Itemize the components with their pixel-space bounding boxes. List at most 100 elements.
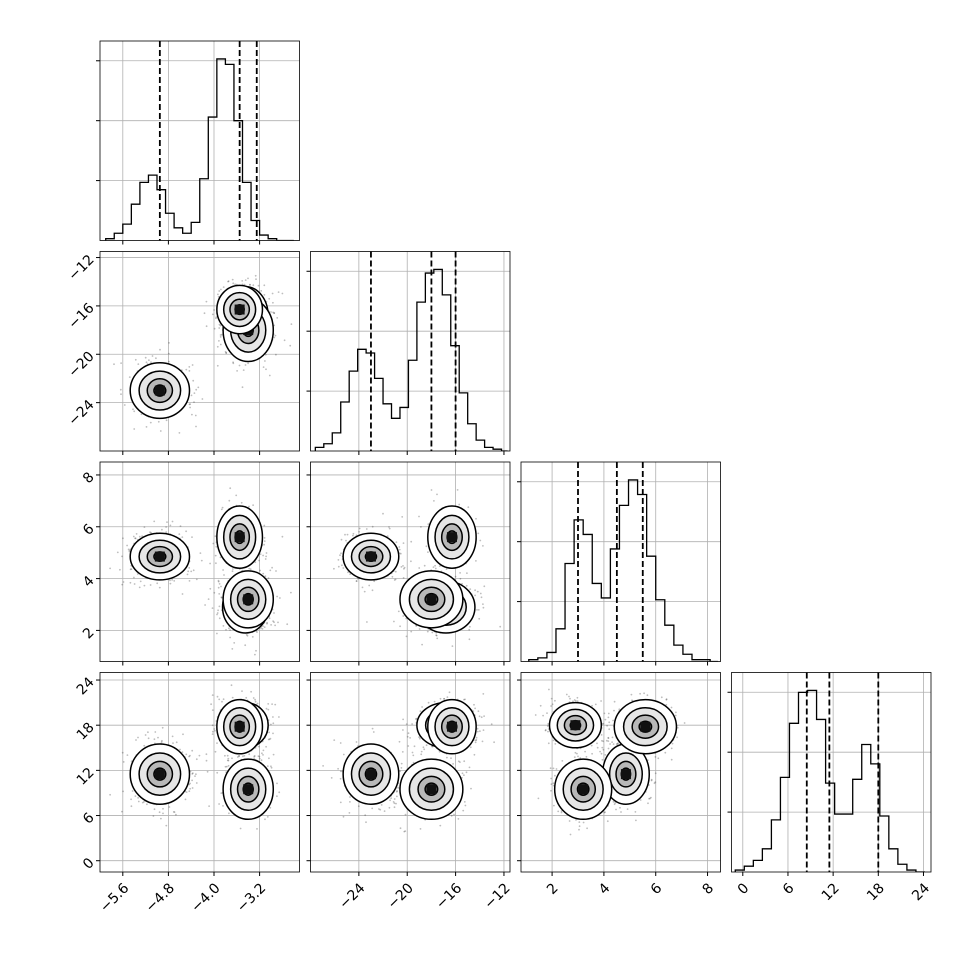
scatter-point <box>147 731 149 734</box>
scatter-point <box>263 540 266 542</box>
scatter-point <box>120 362 122 364</box>
scatter-point <box>195 388 198 391</box>
x-tick-label: −5.6 <box>97 880 132 915</box>
scatter-point <box>128 376 131 378</box>
scatter-point <box>191 773 194 775</box>
scatter-point <box>290 323 293 325</box>
scatter-point <box>248 753 251 756</box>
scatter-point <box>415 717 418 720</box>
scatter-point <box>476 609 478 611</box>
scatter-point <box>229 487 232 490</box>
scatter-point <box>356 577 359 580</box>
x-tick-label: −3.2 <box>234 880 269 915</box>
scatter-point <box>262 554 264 557</box>
panel-1-1 <box>306 251 511 455</box>
scatter-point <box>261 628 264 630</box>
scatter-point <box>421 643 423 646</box>
scatter-point <box>216 345 219 348</box>
scatter-point <box>275 353 277 356</box>
scatter-point <box>189 787 192 790</box>
scatter-point <box>358 530 360 533</box>
scatter-point <box>272 732 274 735</box>
scatter-point <box>229 629 232 631</box>
scatter-point <box>365 528 368 530</box>
scatter-point <box>402 577 405 579</box>
scatter-point <box>189 754 191 757</box>
scatter-point <box>244 279 247 281</box>
scatter-point <box>341 564 343 567</box>
scatter-point <box>165 419 168 422</box>
scatter-point <box>109 567 111 570</box>
scatter-point <box>254 653 256 656</box>
scatter-point <box>116 551 119 554</box>
scatter-point <box>475 517 477 520</box>
scatter-point <box>221 506 224 509</box>
scatter-point <box>253 755 256 757</box>
scatter-point <box>349 573 351 575</box>
scatter-point <box>191 779 194 782</box>
scatter-point <box>266 622 268 625</box>
scatter-point <box>257 284 260 287</box>
scatter-point <box>172 742 174 744</box>
panel-frame <box>520 461 721 662</box>
scatter-point <box>200 559 203 562</box>
scatter-point <box>215 316 218 318</box>
y-tick-label: 4 <box>80 573 98 591</box>
scatter-point <box>222 625 225 627</box>
scatter-point <box>255 649 257 652</box>
scatter-point <box>224 765 227 768</box>
scatter-point <box>133 576 135 579</box>
scatter-point <box>238 364 241 367</box>
scatter-point <box>154 731 157 733</box>
scatter-point <box>122 581 125 583</box>
y-tick-label: 2 <box>80 625 98 643</box>
scatter-point <box>206 770 209 773</box>
scatter-point <box>113 363 115 366</box>
scatter-point <box>191 787 194 789</box>
scatter-point <box>337 559 340 561</box>
scatter-point <box>153 808 156 811</box>
scatter-point <box>270 311 272 313</box>
scatter-point <box>214 554 217 557</box>
scatter-point <box>146 803 148 806</box>
scatter-point <box>255 278 257 281</box>
scatter-point <box>286 623 289 626</box>
scatter-point <box>405 617 408 620</box>
scatter-point <box>262 625 264 627</box>
scatter-point <box>226 754 229 757</box>
scatter-point <box>220 585 222 588</box>
histogram-1 <box>314 268 508 451</box>
y-tick-label: −20 <box>65 349 97 381</box>
scatter-point <box>141 535 144 538</box>
scatter-point <box>218 803 221 805</box>
scatter-point <box>469 625 471 628</box>
scatter-point <box>145 426 148 428</box>
scatter-point <box>420 526 422 528</box>
y-tick-label: −16 <box>65 300 97 332</box>
scatter-point <box>205 300 208 303</box>
scatter-point <box>133 428 136 430</box>
scatter-point <box>342 815 345 818</box>
scatter-point <box>195 782 198 784</box>
scatter-point <box>231 696 234 699</box>
scatter-point <box>258 559 260 562</box>
scatter-point <box>278 791 281 794</box>
scatter-point <box>213 309 216 311</box>
scatter-point <box>162 812 164 815</box>
scatter-point <box>418 628 421 630</box>
scatter-point <box>371 589 374 592</box>
scatter-point <box>161 726 164 729</box>
scatter-point <box>149 421 152 424</box>
scatter-point <box>217 293 219 296</box>
scatter-point <box>188 783 191 786</box>
scatter-point <box>225 628 227 631</box>
scatter-point <box>232 282 235 285</box>
scatter-point <box>339 777 342 780</box>
scatter-point <box>276 795 278 798</box>
scatter-point <box>252 284 255 287</box>
y-tick-label: 24 <box>74 674 98 698</box>
scatter-point <box>463 801 466 803</box>
scatter-point <box>138 586 141 589</box>
scatter-point <box>218 290 221 292</box>
scatter-point <box>266 816 269 818</box>
